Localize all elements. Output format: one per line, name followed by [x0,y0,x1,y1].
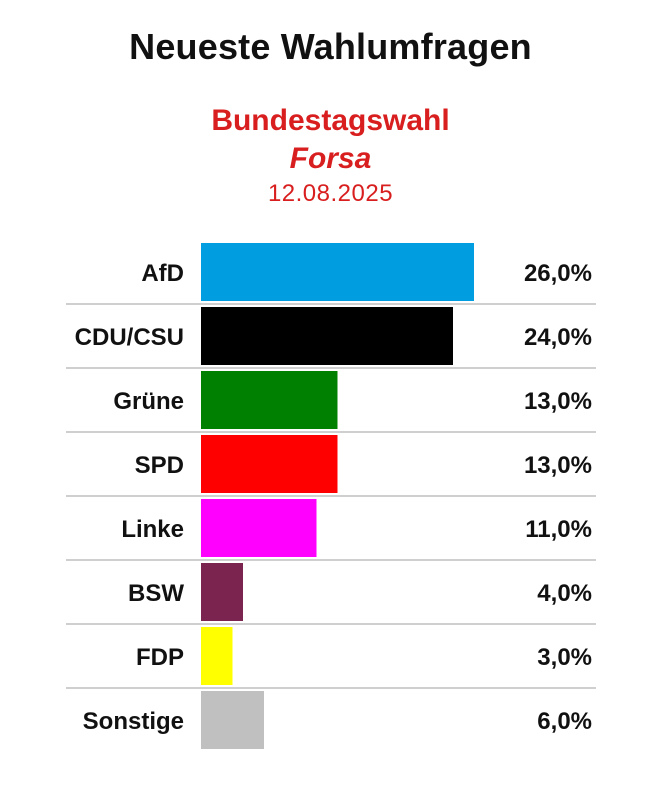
value-label-sonstige: 6,0% [537,708,592,735]
poll-institute: Forsa [289,142,372,175]
party-label-grüne: Grüne [113,388,184,415]
party-label-bsw: BSW [128,580,184,607]
value-label-spd: 13,0% [524,452,592,479]
bar-grüne [201,371,338,429]
party-label-linke: Linke [121,516,184,543]
bar-linke [201,499,317,557]
value-label-cdu-csu: 24,0% [524,324,592,351]
bar-sonstige [201,691,264,749]
bar-fdp [201,627,233,685]
party-label-cdu-csu: CDU/CSU [75,324,184,351]
value-label-afd: 26,0% [524,260,592,287]
party-label-spd: SPD [135,452,184,479]
election-name: Bundestagswahl [211,104,450,137]
party-label-afd: AfD [141,260,184,287]
page-title: Neueste Wahlumfragen [129,26,532,67]
poll-date: 12.08.2025 [267,180,394,207]
bar-spd [201,435,338,493]
value-label-grüne: 13,0% [524,388,592,415]
bar-afd [201,243,474,301]
party-label-sonstige: Sonstige [83,708,184,735]
bar-cdu-csu [201,307,453,365]
value-label-fdp: 3,0% [537,644,592,671]
value-label-linke: 11,0% [525,516,592,543]
value-label-bsw: 4,0% [537,580,592,607]
bar-bsw [201,563,243,621]
party-label-fdp: FDP [136,644,184,671]
